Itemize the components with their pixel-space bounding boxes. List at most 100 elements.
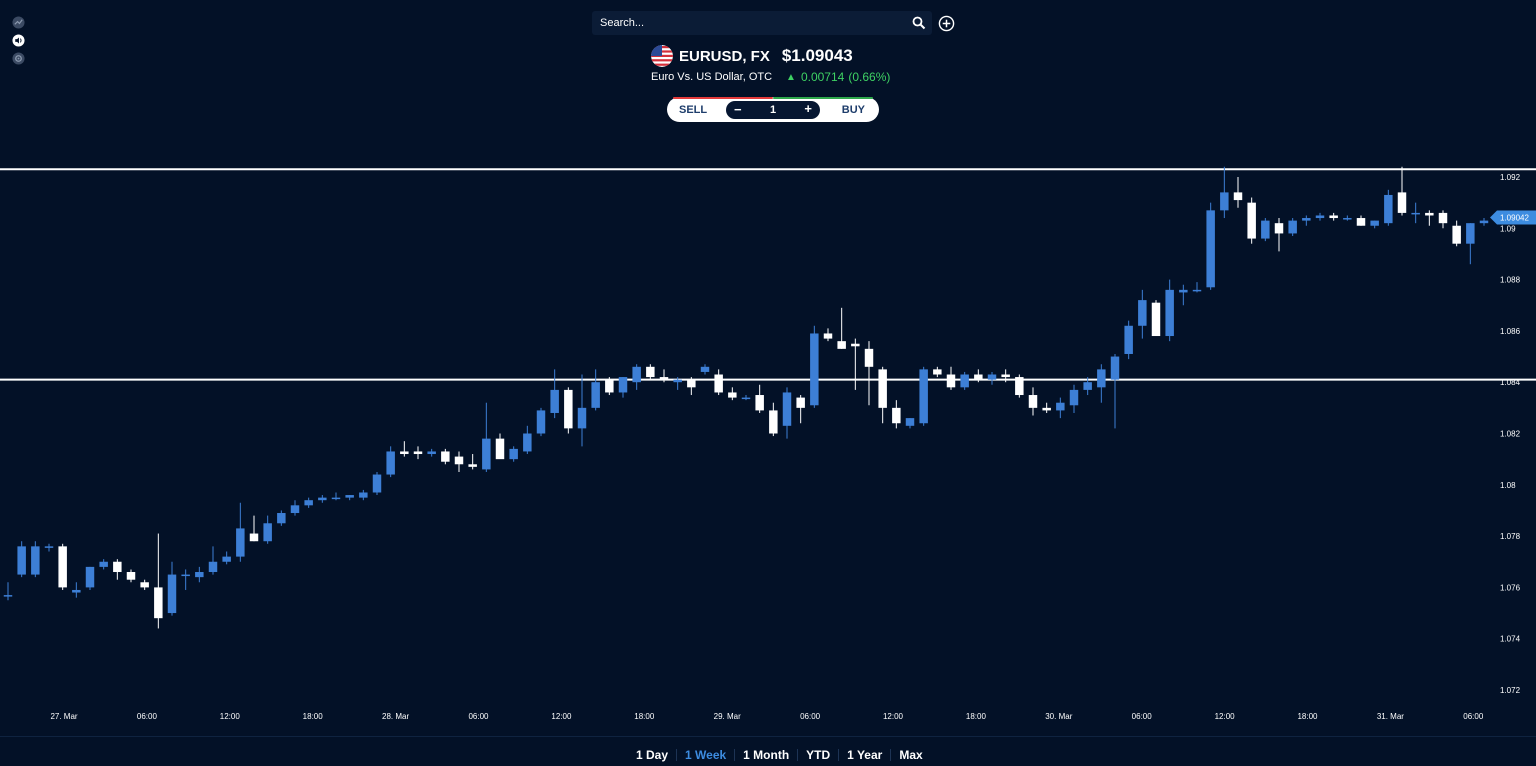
candle-body (140, 582, 149, 588)
candle-body (659, 377, 669, 380)
candle-body (167, 574, 177, 614)
candle-body (1138, 300, 1147, 326)
candle-body (1397, 192, 1407, 213)
candle-body (277, 513, 286, 524)
timeframe-ytd[interactable]: YTD (797, 749, 838, 761)
buy-button[interactable]: BUY (841, 104, 865, 116)
candle-body (577, 407, 587, 429)
candle-body (1220, 192, 1229, 211)
y-tick-label: 1.072 (1500, 686, 1521, 695)
candle-body (236, 528, 245, 557)
candle-body (154, 587, 163, 619)
candle-body (632, 366, 641, 383)
candle-body (208, 561, 218, 573)
candle-body (987, 374, 997, 380)
candle-body (1329, 215, 1338, 219)
candle-body (1315, 215, 1325, 219)
candle-body (1370, 220, 1379, 226)
add-symbol-icon[interactable] (938, 15, 955, 32)
candle-body (960, 374, 969, 388)
candle-body (1384, 194, 1393, 224)
x-tick-label: 18:00 (1297, 712, 1318, 721)
candle-body (1097, 369, 1106, 388)
candle-body (113, 561, 122, 573)
x-tick-label: 28. Mar (382, 712, 409, 721)
increase-button[interactable]: + (804, 101, 812, 116)
timeframe-selector: 1 Day 1 Week 1 Month YTD 1 Year Max (628, 749, 931, 761)
timeframe-1-week[interactable]: 1 Week (676, 749, 734, 761)
candle-body (687, 379, 696, 388)
x-tick-label: 06:00 (468, 712, 489, 721)
y-tick-label: 1.078 (1500, 532, 1521, 541)
x-tick-label: 27. Mar (50, 712, 77, 721)
current-price: $1.09043 (781, 46, 853, 65)
candle-body (878, 369, 887, 408)
candle-body (263, 523, 272, 542)
x-tick-label: 12:00 (551, 712, 572, 721)
candle-body (892, 407, 901, 424)
y-tick-label: 1.08 (1500, 481, 1516, 490)
quantity-stepper: − 1 + (726, 101, 820, 119)
price-chart[interactable]: 1.092 1.09 1.088 1.086 1.084 1.082 1.08 1.078 1.… (0, 150, 1536, 730)
candle-body (550, 389, 559, 413)
candle-body (591, 382, 600, 408)
candle-body (796, 397, 805, 408)
symbol-header: EURUSD, FX $1.09043 (651, 45, 853, 67)
y-tick-label: 1.088 (1500, 276, 1521, 285)
candle-body (1165, 289, 1174, 337)
timeframe-1-year[interactable]: 1 Year (838, 749, 890, 761)
candle-body (864, 348, 874, 367)
candle-body (974, 374, 983, 380)
candle-body (400, 451, 409, 455)
candle-body (31, 546, 40, 575)
symbol-description: Euro Vs. US Dollar, OTC (651, 71, 773, 83)
x-tick-label: 31. Mar (1377, 712, 1404, 721)
candle-body (1233, 192, 1243, 201)
candle-body (646, 366, 655, 378)
symbol-subheader: Euro Vs. US Dollar, OTC ▲ 0.00714 (0.66%… (651, 70, 890, 84)
x-tick-label: 18:00 (634, 712, 655, 721)
search-input[interactable] (592, 11, 892, 35)
candle-body (810, 333, 819, 406)
candle-body (714, 374, 723, 393)
change-value: 0.00714 (800, 70, 845, 84)
timeframe-1-month[interactable]: 1 Month (734, 749, 797, 761)
x-tick-label: 06:00 (137, 712, 158, 721)
candle-body (1479, 220, 1489, 224)
x-tick-label: 06:00 (1132, 712, 1153, 721)
sell-button[interactable]: SELL (679, 104, 708, 116)
y-tick-label: 1.076 (1500, 583, 1521, 592)
candle-body (1274, 223, 1284, 234)
candle-body (1411, 212, 1420, 215)
candle-body (1015, 377, 1024, 396)
candle-body (919, 369, 928, 424)
search-icon[interactable] (912, 16, 926, 30)
quantity-value[interactable]: 1 (769, 104, 777, 116)
candle-body (359, 492, 368, 498)
candle-body (782, 392, 792, 426)
candle-body (673, 379, 682, 383)
candle-body (728, 392, 737, 398)
candle-body (290, 505, 300, 514)
sound-icon[interactable] (12, 34, 25, 47)
candle-body (1056, 402, 1065, 411)
candle-body (1452, 225, 1461, 244)
x-tick-label: 12:00 (220, 712, 241, 721)
trend-icon[interactable] (12, 16, 25, 29)
settings-icon[interactable] (12, 52, 25, 65)
candle-body (85, 566, 95, 588)
candle-body (1151, 302, 1161, 337)
footer-divider (0, 736, 1536, 737)
timeframe-max[interactable]: Max (890, 749, 930, 761)
x-tick-label: 12:00 (1215, 712, 1236, 721)
timeframe-1-day[interactable]: 1 Day (636, 748, 669, 762)
candle-body (1288, 220, 1297, 234)
candle-body (564, 389, 573, 429)
candle-body (700, 366, 710, 372)
candle-body (72, 589, 81, 593)
candle-body (44, 546, 54, 548)
candle-body (1069, 389, 1079, 406)
x-tick-label: 18:00 (303, 712, 324, 721)
candle-body (318, 497, 327, 501)
decrease-button[interactable]: − (734, 102, 742, 117)
